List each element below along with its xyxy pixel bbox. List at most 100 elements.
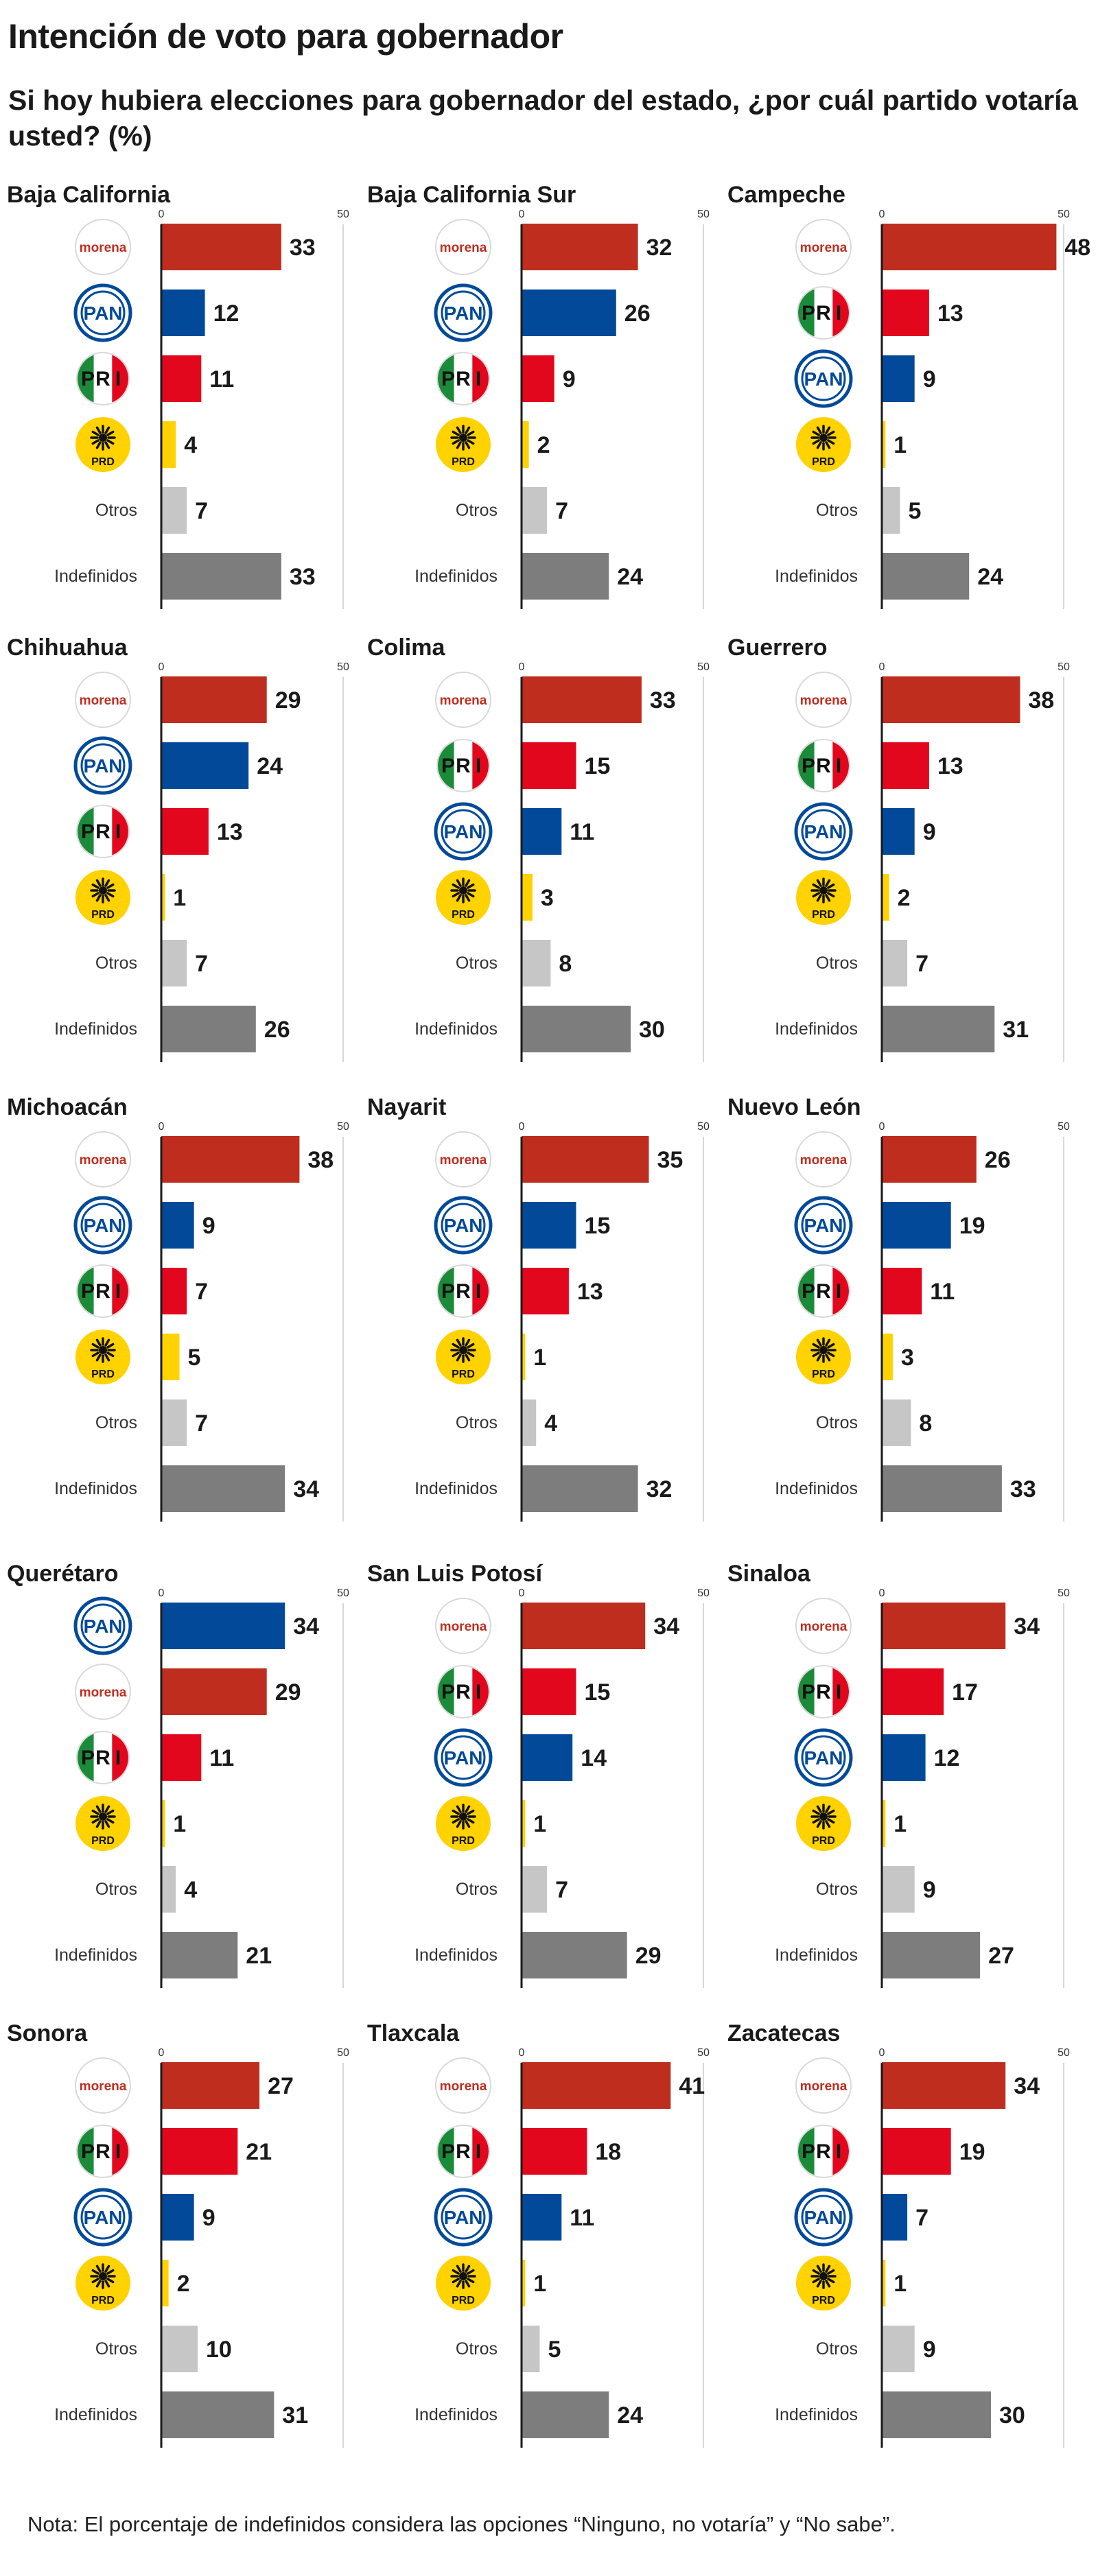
bar-indefinidos [882,2391,991,2438]
value-label: 24 [977,564,1003,590]
prd-logo-icon: PRD [436,1796,491,1851]
value-label: 8 [919,1410,932,1437]
svg-text:PAN: PAN [804,821,843,842]
svg-text:PRD: PRD [91,1369,115,1380]
value-label: 1 [173,1811,186,1837]
axis-tick-label: 50 [337,2047,349,2059]
bar-otros [882,1866,915,1913]
axis-tick-label: 50 [337,1587,349,1599]
value-label: 9 [202,1213,215,1239]
svg-text:P: P [441,1280,455,1303]
prd-logo-icon: PRD [796,1330,851,1384]
morena-logo-icon: morena [435,219,491,275]
value-label: 7 [555,498,568,524]
value-label: 24 [617,564,643,590]
value-label: 38 [307,1147,334,1173]
axis-tick-label: 50 [697,2047,710,2059]
svg-text:morena: morena [80,1686,127,1700]
svg-text:P: P [81,1747,95,1769]
axis-tick-label: 50 [337,209,349,220]
value-label: 10 [206,2337,232,2363]
category-label: Otros [456,1880,498,1899]
value-label: 7 [915,2205,928,2231]
category-label: Otros [95,954,137,973]
svg-text:R: R [456,1280,471,1303]
svg-text:P: P [81,820,95,843]
value-label: 15 [585,1213,611,1239]
value-label: 12 [934,1745,960,1771]
svg-text:P: P [441,2140,455,2163]
bar-otros [161,2326,198,2372]
value-label: 24 [257,753,283,779]
bar-pri [522,1668,576,1715]
state-title: Baja California [7,182,171,208]
bar-pan [882,355,915,402]
svg-text:P: P [802,2140,815,2163]
value-label: 5 [188,1345,201,1371]
value-label: 13 [937,300,963,327]
bar-pri [522,355,554,402]
value-label: 5 [548,2337,561,2363]
bar-chart: 0 50 PAN 34 morena 29 P R I 11 PRD 1 Otros 4 Indefinid… [54,1587,349,1988]
value-label: 11 [209,366,234,392]
bar-pan [161,742,249,789]
value-label: 2 [177,2271,190,2297]
bar-indefinidos [161,2391,274,2438]
category-label: Otros [95,1880,137,1899]
bar-pan [161,1202,194,1249]
category-label: Otros [816,954,858,973]
state-chart: Zacatecas 0 50 morena 34 P R I 19 PAN 7 PRD 1 Otros 9 I… [727,2020,1084,2459]
state-title: Tlaxcala [367,2020,460,2046]
category-label: Indefinidos [775,1479,858,1498]
svg-text:I: I [115,820,121,843]
state-chart: Chihuahua 0 50 morena 29 PAN 24 P R I 13 PRD 1 Otros 7… [7,635,364,1074]
bar-morena [161,1668,267,1715]
bar-pan [882,1734,926,1781]
value-label: 14 [581,1745,607,1771]
bar-prd [882,421,886,468]
value-label: 7 [195,1410,208,1437]
chart-subtitle: Si hoy hubiera elecciones para gobernado… [8,84,1078,152]
axis-tick-label: 0 [159,661,165,673]
value-label: 2 [898,885,911,911]
bar-pan [161,289,205,336]
axis-tick-label: 50 [697,1121,710,1133]
pan-logo-icon: PAN [434,1728,493,1787]
svg-text:PAN: PAN [443,2207,482,2228]
value-label: 12 [213,300,240,327]
category-label: Indefinidos [414,2405,498,2424]
category-label: Otros [816,1413,858,1432]
morena-logo-icon: morena [435,1131,491,1187]
pan-logo-icon: PAN [73,2188,132,2247]
axis-tick-label: 50 [697,1587,710,1599]
svg-text:I: I [836,1280,841,1303]
value-label: 11 [570,819,594,845]
value-label: 17 [952,1679,978,1705]
state-title: Colima [367,635,445,661]
svg-text:R: R [95,820,110,843]
bar-pan [522,1734,573,1781]
bar-otros [882,1399,911,1446]
value-label: 13 [577,1279,603,1305]
bar-otros [161,1399,187,1446]
prd-logo-icon: PRD [796,2256,851,2311]
bar-prd [882,2260,886,2306]
category-label: Otros [816,2339,858,2359]
value-label: 9 [923,819,936,845]
category-label: Indefinidos [54,567,137,586]
bar-indefinidos [522,2391,609,2438]
bar-otros [161,1866,176,1913]
bar-prd [522,421,529,468]
svg-text:PAN: PAN [443,1215,482,1236]
bar-indefinidos [522,1465,638,1512]
prd-logo-icon: PRD [75,1796,130,1851]
value-label: 32 [646,1476,673,1502]
svg-text:R: R [456,755,471,777]
prd-logo-icon: PRD [75,870,130,925]
category-label: Indefinidos [54,2405,137,2424]
bar-pan [161,1603,285,1649]
pan-logo-icon: PAN [434,802,493,861]
bar-prd [522,874,533,921]
bar-morena [161,1136,300,1183]
